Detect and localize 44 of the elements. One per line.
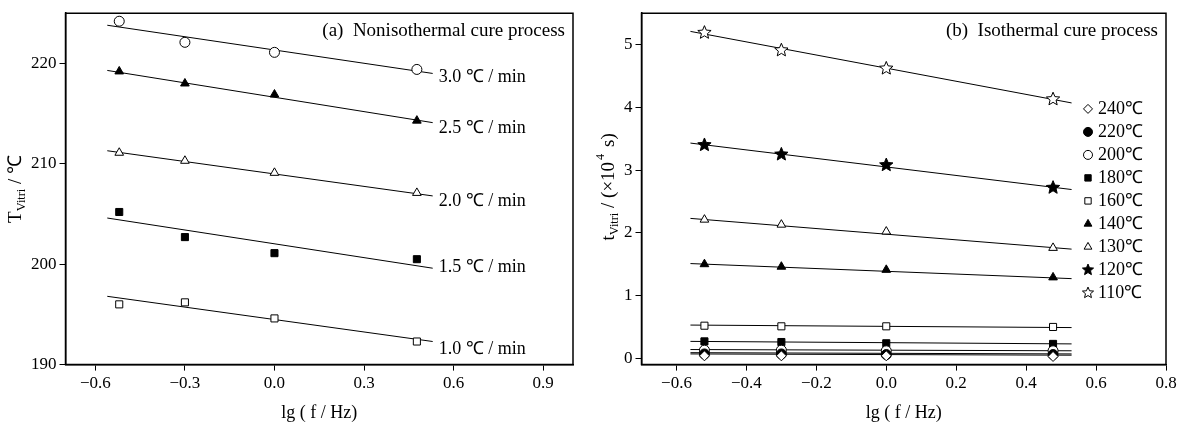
x-tick-label: 0.4 <box>1015 373 1038 393</box>
legend-label: 140℃ <box>1098 212 1143 233</box>
chart-title: (a) Nonisothermal cure process <box>322 19 565 42</box>
x-tick-label: −0.6 <box>79 373 111 393</box>
y-axis-title: tVitri / (×104 s) <box>593 133 621 241</box>
series-label: 3.0 ℃ / min <box>438 66 526 87</box>
x-tick-label: 0.2 <box>945 373 967 393</box>
legend-label: 220℃ <box>1098 120 1143 141</box>
y-tick-label: 200 <box>31 253 57 273</box>
series-label: 2.0 ℃ / min <box>438 189 526 210</box>
series-label: 1.5 ℃ / min <box>438 255 526 276</box>
x-tick-label: 0.6 <box>442 373 465 393</box>
x-tick-label: −0.6 <box>661 373 692 393</box>
y-tick-label: 0 <box>624 347 633 367</box>
legend-label: 180℃ <box>1098 166 1143 187</box>
y-tick-label: 220 <box>31 52 57 72</box>
x-tick-label: −0.2 <box>800 373 832 393</box>
x-axis-title: lg ( f / Hz) <box>865 401 942 423</box>
y-tick-label: 3 <box>624 159 633 179</box>
x-tick-label: 0.0 <box>263 373 286 393</box>
y-tick-label: 210 <box>31 153 57 173</box>
legend-label: 110℃ <box>1098 281 1143 302</box>
x-tick-label: 0.6 <box>1085 373 1107 393</box>
chart-title: (b) Isothermal cure process <box>945 19 1159 42</box>
x-tick-label: 0.9 <box>532 373 554 393</box>
legend-label: 200℃ <box>1098 143 1143 164</box>
y-tick-label: 5 <box>624 34 633 54</box>
x-tick-label: 0.8 <box>1155 373 1177 393</box>
y-tick-label: 2 <box>624 222 633 242</box>
y-axis-title: TVitri / ℃ <box>3 154 28 223</box>
x-tick-label: 0.0 <box>875 373 897 393</box>
y-tick-label: 1 <box>624 285 633 305</box>
series-label: 1.0 ℃ / min <box>438 338 526 359</box>
y-tick-label: 4 <box>624 96 633 116</box>
y-tick-label: 190 <box>31 354 57 374</box>
legend-label: 130℃ <box>1098 235 1143 256</box>
series-label: 2.5 ℃ / min <box>438 117 526 138</box>
x-tick-label: −0.3 <box>169 373 201 393</box>
legend-label: 240℃ <box>1098 97 1143 118</box>
x-tick-label: 0.3 <box>353 373 375 393</box>
x-tick-label: −0.4 <box>730 373 763 393</box>
x-axis-title: lg ( f / Hz) <box>281 401 358 423</box>
legend-label: 120℃ <box>1098 258 1143 279</box>
legend-label: 160℃ <box>1098 189 1143 210</box>
